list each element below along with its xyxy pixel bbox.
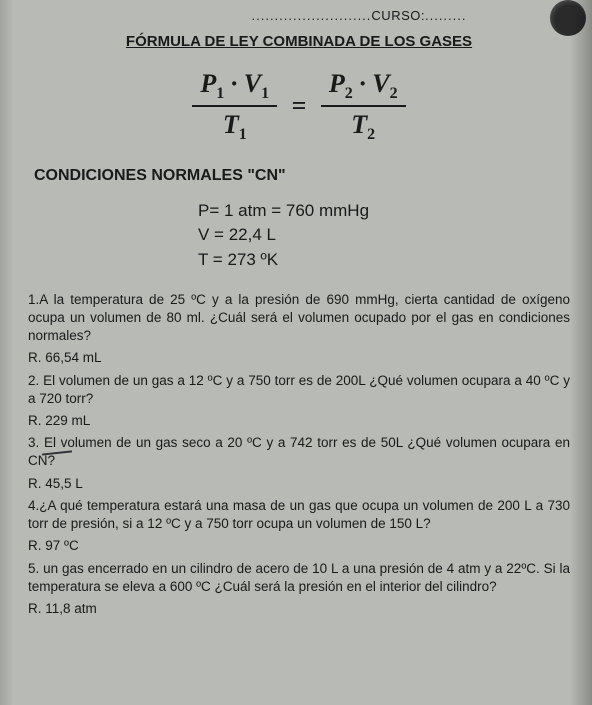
answer-1: R. 66,54 mL <box>28 349 570 367</box>
problem-5-num: 5. <box>28 561 39 576</box>
dots-suffix: ......... <box>425 8 467 23</box>
problem-1-num: 1. <box>28 292 39 307</box>
problem-4-text: ¿A qué temperatura estará una masa de un… <box>28 498 570 531</box>
normal-conditions-block: P= 1 atm = 760 mmHg V = 22,4 L T = 273 º… <box>198 199 570 273</box>
combined-gas-law-formula: P1 · V1 T1 = P2 · V2 T2 <box>28 68 570 145</box>
answer-2: R. 229 mL <box>28 412 570 430</box>
lhs-denominator: T1 <box>192 107 277 144</box>
problem-3: 3. El volumen de un gas seco a 20 ºC y a… <box>28 434 570 470</box>
answer-4: R. 97 ºC <box>28 537 570 555</box>
problem-1: 1.A la temperatura de 25 ºC y a la presi… <box>28 291 570 346</box>
formula-rhs: P2 · V2 T2 <box>321 68 406 145</box>
problem-4-num: 4. <box>28 498 39 513</box>
rhs-denominator: T2 <box>321 107 406 144</box>
problem-3-text: El volumen de un gas seco a 20 ºC y a 74… <box>28 435 570 468</box>
corner-badge <box>550 0 586 36</box>
problem-2-num: 2. <box>28 373 39 388</box>
problem-2: 2. El volumen de un gas a 12 ºC y a 750 … <box>28 372 570 408</box>
page-shadow-left <box>0 0 14 705</box>
problems-list: 1.A la temperatura de 25 ºC y a la presi… <box>28 291 570 619</box>
page-shadow-right <box>570 0 592 705</box>
condition-temperature: T = 273 ºK <box>198 248 570 273</box>
answer-5: R. 11,8 atm <box>28 600 570 618</box>
problem-5-text: un gas encerrado en un cilindro de acero… <box>28 561 570 594</box>
rhs-numerator: P2 · V2 <box>321 68 406 107</box>
problem-1-text: A la temperatura de 25 ºC y a la presión… <box>28 292 570 343</box>
dots-prefix: .......................... <box>252 8 372 23</box>
formula-lhs: P1 · V1 T1 <box>192 68 277 145</box>
problem-3-num: 3. <box>28 435 39 450</box>
problem-5: 5. un gas encerrado en un cilindro de ac… <box>28 560 570 596</box>
condition-pressure: P= 1 atm = 760 mmHg <box>198 199 570 224</box>
page-title: FÓRMULA DE LEY COMBINADA DE LOS GASES <box>28 33 570 50</box>
lhs-numerator: P1 · V1 <box>192 68 277 107</box>
problem-2-text: El volumen de un gas a 12 ºC y a 750 tor… <box>28 373 570 406</box>
curso-label: CURSO: <box>371 8 425 23</box>
problem-4: 4.¿A qué temperatura estará una masa de … <box>28 497 570 533</box>
curso-line: ..........................CURSO:........… <box>28 8 570 23</box>
condition-volume: V = 22,4 L <box>198 223 570 248</box>
conditions-heading: CONDICIONES NORMALES "CN" <box>34 167 570 185</box>
answer-3: R. 45,5 L <box>28 475 570 493</box>
equals-sign: = <box>282 91 317 121</box>
